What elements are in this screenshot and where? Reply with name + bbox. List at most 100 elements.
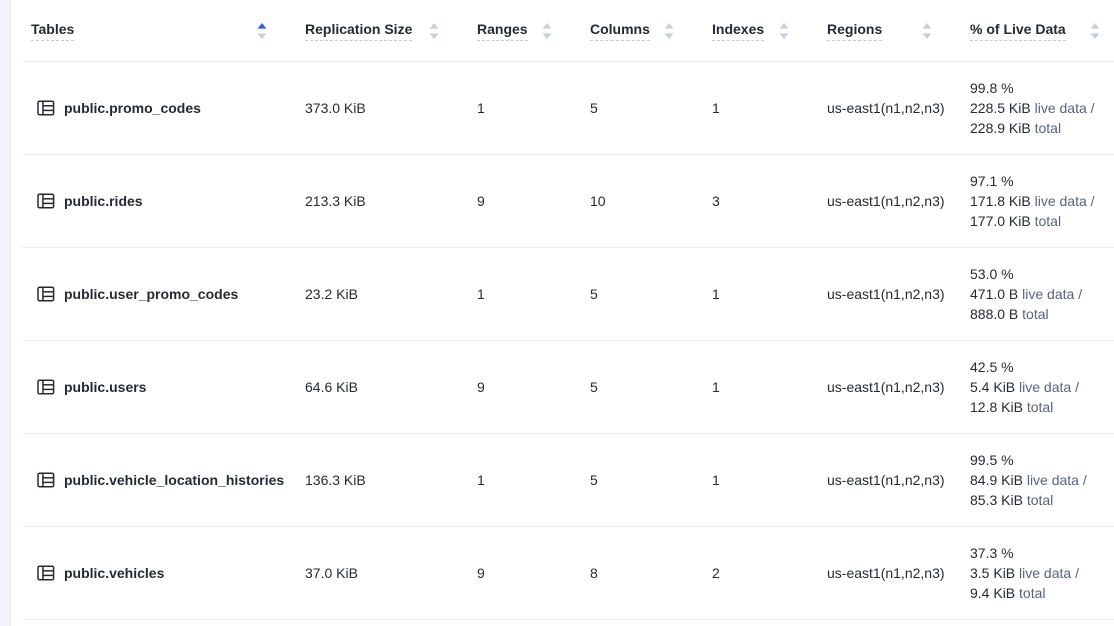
total-data-size: 177.0 KiB <box>970 213 1031 229</box>
ranges-cell: 1 <box>477 247 590 341</box>
live-data-size: 84.9 KiB <box>970 472 1023 488</box>
live-data-cell: 99.8 % 228.5 KiB live data /228.9 KiB tot… <box>970 61 1114 155</box>
regions-cell: us-east1(n1,n2,n3) <box>827 340 970 434</box>
total-data-size: 85.3 KiB <box>970 492 1023 508</box>
indexes-cell: 2 <box>712 526 827 620</box>
total-data-line: 177.0 KiB total <box>970 211 1114 231</box>
sort-ascending-icon[interactable] <box>257 22 267 40</box>
table-icon <box>37 471 55 489</box>
table-icon <box>37 285 55 303</box>
regions-cell: us-east1(n1,n2,n3) <box>827 526 970 620</box>
live-data-size: 171.8 KiB <box>970 193 1031 209</box>
live-data-suffix: live data / <box>1022 286 1083 302</box>
live-data-percent: 97.1 % <box>970 173 1014 189</box>
total-data-size: 12.8 KiB <box>970 399 1023 415</box>
table-row: public.promo_codes 373.0 KiB 1 5 1 us-east1(n… <box>23 61 1114 155</box>
table-row: public.vehicle_location_histories 136.3 K… <box>23 433 1114 527</box>
column-header-indexes[interactable]: Indexes <box>712 0 827 62</box>
table-row: public.user_promo_codes 23.2 KiB 1 5 1 us-eas… <box>23 247 1114 341</box>
total-data-suffix: total <box>1022 306 1049 322</box>
total-data-size: 228.9 KiB <box>970 120 1031 136</box>
live-data-suffix: live data / <box>1026 472 1087 488</box>
sort-arrows-icon[interactable] <box>664 22 674 40</box>
live-data-line: 471.0 B live data / <box>970 284 1114 304</box>
table-name-link[interactable]: public.promo_codes <box>64 100 201 116</box>
live-data-size: 3.5 KiB <box>970 565 1016 581</box>
live-data-line: 84.9 KiB live data / <box>970 470 1114 490</box>
column-header-live_data[interactable]: % of Live Data <box>970 0 1114 62</box>
table-name-cell: public.rides <box>23 154 305 248</box>
table-name-link[interactable]: public.vehicle_location_histories <box>64 472 285 488</box>
live-data-size: 471.0 B <box>970 286 1019 302</box>
replication-size-cell: 213.3 KiB <box>305 154 477 248</box>
sort-arrows-icon[interactable] <box>922 22 932 40</box>
columns-cell: 5 <box>590 340 712 434</box>
column-header-ranges[interactable]: Ranges <box>477 0 590 62</box>
table-name-cell: public.user_promo_codes <box>23 247 305 341</box>
total-data-suffix: total <box>1026 492 1054 508</box>
sort-arrows-icon[interactable] <box>429 22 439 40</box>
column-header-label[interactable]: Replication Size <box>305 21 413 41</box>
live-data-line: 5.4 KiB live data / <box>970 377 1114 397</box>
table-name-cell: public.promo_codes <box>23 61 305 155</box>
tables-card: Tables Replication Size Ranges Columns Index… <box>10 0 1114 620</box>
table-row: public.vehicles 37.0 KiB 9 8 2 us-east1(n1,n2… <box>23 526 1114 620</box>
page-left-gutter <box>0 0 11 626</box>
live-data-percent: 99.8 % <box>970 80 1014 96</box>
table-header: Tables Replication Size Ranges Columns Index… <box>23 0 1114 62</box>
column-header-label[interactable]: Indexes <box>712 21 765 41</box>
indexes-cell: 1 <box>712 433 827 527</box>
replication-size-cell: 373.0 KiB <box>305 61 477 155</box>
table-name-link[interactable]: public.user_promo_codes <box>64 286 239 302</box>
column-header-regions[interactable]: Regions <box>827 0 970 62</box>
sort-arrows-icon[interactable] <box>542 22 552 40</box>
table-row: public.users 64.6 KiB 9 5 1 us-east1(n1,n2,n3… <box>23 340 1114 434</box>
table-name-cell: public.vehicles <box>23 526 305 620</box>
columns-cell: 5 <box>590 433 712 527</box>
sort-arrows-icon[interactable] <box>1090 22 1100 40</box>
table-name-link[interactable]: public.rides <box>64 193 143 209</box>
columns-cell: 5 <box>590 247 712 341</box>
replication-size-cell: 23.2 KiB <box>305 247 477 341</box>
database-tables-table: Tables Replication Size Ranges Columns Index… <box>23 0 1114 620</box>
total-data-suffix: total <box>1019 585 1046 601</box>
indexes-cell: 1 <box>712 61 827 155</box>
table-name-cell: public.users <box>23 340 305 434</box>
ranges-cell: 9 <box>477 526 590 620</box>
live-data-cell: 37.3 % 3.5 KiB live data /9.4 KiB total <box>970 526 1114 620</box>
regions-cell: us-east1(n1,n2,n3) <box>827 433 970 527</box>
table-name-link[interactable]: public.vehicles <box>64 565 165 581</box>
column-header-name[interactable]: Tables <box>23 0 305 62</box>
regions-cell: us-east1(n1,n2,n3) <box>827 61 970 155</box>
column-header-columns[interactable]: Columns <box>590 0 712 62</box>
table-icon <box>37 192 55 210</box>
column-header-label[interactable]: Regions <box>827 21 883 41</box>
live-data-suffix: live data / <box>1019 379 1079 395</box>
column-header-label[interactable]: Ranges <box>477 21 528 41</box>
column-header-replication_size[interactable]: Replication Size <box>305 0 477 62</box>
table-name-link[interactable]: public.users <box>64 379 147 395</box>
column-header-label[interactable]: Columns <box>590 21 650 41</box>
regions-cell: us-east1(n1,n2,n3) <box>827 154 970 248</box>
live-data-percent: 53.0 % <box>970 266 1014 282</box>
ranges-cell: 1 <box>477 433 590 527</box>
table-body: public.promo_codes 373.0 KiB 1 5 1 us-east1(n… <box>23 61 1114 620</box>
indexes-cell: 1 <box>712 340 827 434</box>
total-data-line: 228.9 KiB total <box>970 118 1114 138</box>
column-header-label[interactable]: Tables <box>31 21 75 41</box>
sort-arrows-icon[interactable] <box>779 22 789 40</box>
regions-cell: us-east1(n1,n2,n3) <box>827 247 970 341</box>
total-data-size: 9.4 KiB <box>970 585 1016 601</box>
live-data-percent: 99.5 % <box>970 452 1014 468</box>
live-data-cell: 42.5 % 5.4 KiB live data /12.8 KiB total <box>970 340 1114 434</box>
column-header-label[interactable]: % of Live Data <box>970 21 1066 41</box>
table-name-cell: public.vehicle_location_histories <box>23 433 305 527</box>
total-data-size: 888.0 B <box>970 306 1019 322</box>
live-data-line: 171.8 KiB live data / <box>970 191 1114 211</box>
live-data-size: 5.4 KiB <box>970 379 1016 395</box>
replication-size-cell: 37.0 KiB <box>305 526 477 620</box>
live-data-cell: 97.1 % 171.8 KiB live data /177.0 KiB tot… <box>970 154 1114 248</box>
ranges-cell: 9 <box>477 154 590 248</box>
table-icon <box>37 99 55 117</box>
